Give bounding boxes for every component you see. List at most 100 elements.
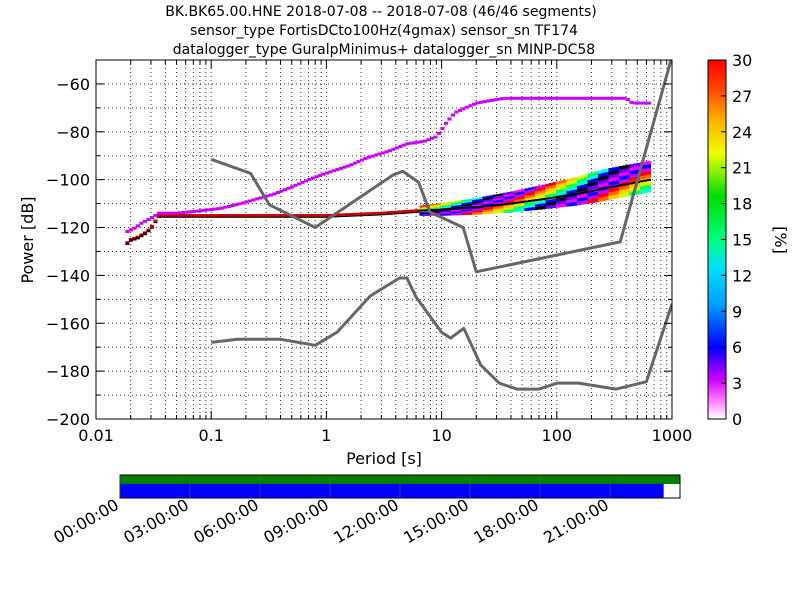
psd-cell — [524, 203, 529, 207]
psd-cell — [464, 209, 470, 212]
psd-cell — [457, 209, 463, 213]
psd-cell — [548, 202, 554, 206]
psd-cell — [198, 214, 204, 218]
psd-cell — [485, 205, 491, 208]
psd-cell — [569, 199, 575, 204]
psd-cell — [419, 214, 424, 216]
psd-cell — [569, 96, 575, 100]
psd-cell — [496, 203, 501, 206]
psd-cell — [562, 194, 568, 197]
psd-cell — [587, 173, 592, 178]
psd-cell — [415, 209, 421, 213]
psd-cell — [230, 216, 235, 218]
psd-cell — [289, 185, 295, 189]
psd-cell — [573, 202, 578, 206]
y-tick-label: −200 — [46, 410, 90, 429]
psd-cell — [646, 174, 652, 179]
psd-cell — [464, 202, 470, 205]
psd-cell — [510, 191, 515, 195]
y-axis-ticks: −60 −80 −100 −120 −140 −160 −180 −200 — [46, 59, 672, 429]
psd-cell — [447, 206, 452, 209]
psd-cell — [471, 208, 477, 212]
psd-cell — [531, 186, 536, 190]
psd-cell — [580, 175, 585, 180]
psd-cell — [597, 170, 603, 175]
psd-cell — [545, 202, 550, 207]
psd-cell — [499, 193, 505, 196]
psd-cell — [646, 167, 652, 172]
psd-cell — [433, 207, 438, 210]
psd-cell — [464, 212, 470, 216]
psd-cell — [356, 215, 361, 217]
psd-cell — [517, 194, 522, 198]
psd-cell — [471, 206, 477, 209]
psd-cell — [639, 180, 645, 183]
psd-cell — [499, 199, 505, 203]
psd-cell — [426, 214, 431, 216]
psd-cell — [608, 181, 613, 186]
psd-cell — [629, 171, 634, 175]
psd-cell — [562, 200, 568, 204]
psd-cell — [419, 206, 424, 209]
psd-cell — [310, 176, 316, 180]
psd-cell — [611, 194, 617, 199]
psd-cell — [450, 208, 456, 211]
psd-cell — [513, 195, 519, 199]
x-tick-label: 1000 — [652, 426, 693, 445]
psd-cell — [625, 171, 631, 176]
psd-cell — [580, 184, 585, 189]
psd-cell — [461, 201, 466, 204]
psd-cell — [317, 216, 323, 218]
psd-cell — [604, 189, 610, 194]
psd-cell — [468, 198, 473, 202]
psd-cell — [548, 191, 554, 195]
psd-cell — [555, 181, 561, 185]
psd-cell — [625, 98, 631, 102]
psd-cell — [506, 207, 512, 211]
psd-cell — [265, 214, 270, 218]
psd-cell — [517, 201, 522, 204]
psd-cell — [275, 214, 281, 218]
psd-cell — [583, 177, 589, 182]
psd-cell — [615, 170, 620, 175]
psd-cell — [611, 191, 617, 196]
psd-cell — [646, 164, 652, 169]
psd-cell — [450, 113, 456, 117]
psd-cell — [443, 213, 449, 216]
psd-cell — [636, 190, 641, 195]
psd-cell — [524, 188, 529, 192]
psd-cell — [244, 214, 249, 218]
psd-cell — [335, 213, 340, 217]
psd-cell — [622, 189, 627, 194]
psd-cell — [314, 216, 319, 218]
psd-cell — [240, 214, 246, 218]
psd-cell — [538, 206, 543, 210]
psd-cell — [622, 179, 627, 184]
psd-cell — [646, 188, 652, 193]
psd-cell — [639, 186, 645, 191]
psd-cell — [629, 100, 634, 104]
psd-cell — [454, 213, 459, 216]
psd-cell — [534, 193, 540, 197]
psd-cell — [566, 96, 571, 100]
psd-cell — [587, 96, 592, 100]
psd-cell — [517, 96, 522, 100]
psd-cell — [513, 206, 519, 210]
psd-cell — [373, 214, 379, 216]
psd-cell — [555, 201, 561, 205]
psd-cell — [615, 166, 620, 171]
psd-cell — [464, 199, 470, 202]
psd-cell — [468, 200, 473, 203]
psd-cell — [597, 194, 603, 199]
psd-cell — [524, 205, 529, 209]
psd-cell — [517, 192, 522, 196]
psd-cell — [468, 204, 473, 207]
psd-cell — [440, 209, 445, 212]
psd-cell — [485, 209, 491, 213]
psd-cell — [506, 96, 512, 100]
psd-cell — [184, 214, 190, 218]
psd-cell — [597, 184, 603, 189]
psd-cell — [566, 196, 571, 201]
psd-cell — [468, 202, 473, 205]
psd-cell — [454, 210, 459, 213]
